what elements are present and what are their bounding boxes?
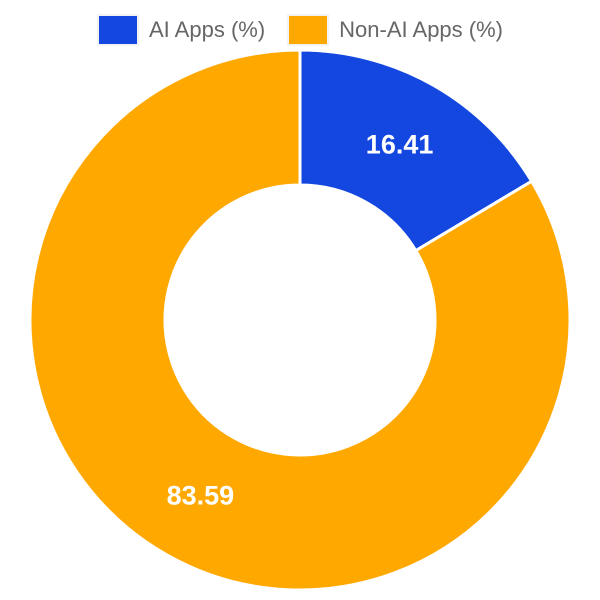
slice-value-label: 16.41 xyxy=(366,129,434,159)
chart-legend: AI Apps (%) Non-AI Apps (%) xyxy=(0,14,600,46)
legend-label-non-ai-apps: Non-AI Apps (%) xyxy=(339,17,503,42)
legend-item-non-ai-apps[interactable]: Non-AI Apps (%) xyxy=(287,14,503,46)
legend-item-ai-apps[interactable]: AI Apps (%) xyxy=(97,14,265,46)
legend-swatch-ai-apps-icon xyxy=(97,14,139,46)
slice-non-ai-apps[interactable] xyxy=(28,48,572,592)
slice-value-label: 83.59 xyxy=(167,481,235,511)
slice-ai-apps[interactable] xyxy=(298,48,534,253)
legend-label-ai-apps: AI Apps (%) xyxy=(149,17,266,42)
legend-swatch-non-ai-apps-icon xyxy=(287,14,330,46)
